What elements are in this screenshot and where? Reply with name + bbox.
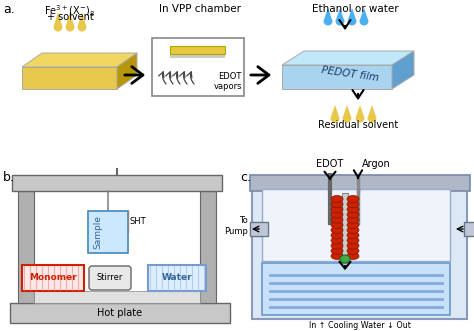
Ellipse shape	[331, 232, 343, 239]
Polygon shape	[22, 53, 137, 67]
Ellipse shape	[347, 211, 359, 218]
Ellipse shape	[331, 242, 343, 249]
Ellipse shape	[331, 247, 343, 254]
Polygon shape	[323, 8, 332, 25]
Ellipse shape	[347, 196, 359, 203]
Bar	[18, 191, 34, 303]
Text: In VPP chamber: In VPP chamber	[159, 4, 241, 14]
Text: Monomer: Monomer	[29, 273, 77, 282]
Text: Sample: Sample	[93, 215, 102, 249]
Ellipse shape	[331, 253, 343, 260]
Polygon shape	[282, 51, 414, 65]
Polygon shape	[343, 105, 352, 122]
Text: EDOT
vapors: EDOT vapors	[213, 72, 242, 91]
Bar	[170, 53, 225, 58]
Polygon shape	[359, 8, 368, 25]
Bar	[250, 175, 470, 191]
Bar	[88, 211, 128, 253]
Ellipse shape	[347, 206, 359, 213]
Bar	[262, 263, 450, 315]
Bar	[342, 193, 348, 261]
Bar	[262, 189, 450, 261]
FancyBboxPatch shape	[250, 222, 268, 236]
Polygon shape	[356, 105, 365, 122]
Ellipse shape	[347, 247, 359, 254]
Ellipse shape	[331, 196, 343, 203]
Bar	[200, 191, 216, 303]
Ellipse shape	[331, 206, 343, 213]
Polygon shape	[22, 67, 117, 89]
Text: To
Pump: To Pump	[224, 216, 248, 236]
Text: Fe$^{3+}$(X$^{-}$)$_3$: Fe$^{3+}$(X$^{-}$)$_3$	[45, 4, 95, 20]
Text: In ↑ Cooling Water ↓ Out: In ↑ Cooling Water ↓ Out	[309, 321, 411, 330]
Text: c.: c.	[240, 171, 251, 184]
Polygon shape	[65, 12, 74, 31]
Polygon shape	[347, 8, 356, 25]
Text: Hot plate: Hot plate	[98, 308, 143, 318]
Ellipse shape	[331, 237, 343, 244]
Text: Argon: Argon	[362, 159, 391, 169]
Text: a.: a.	[3, 3, 15, 16]
Ellipse shape	[347, 227, 359, 234]
Bar	[10, 303, 230, 323]
Bar	[22, 265, 84, 291]
Text: + solvent: + solvent	[46, 12, 93, 22]
Text: Water: Water	[162, 273, 192, 282]
Ellipse shape	[331, 216, 343, 223]
Polygon shape	[392, 51, 414, 89]
Ellipse shape	[331, 221, 343, 228]
Polygon shape	[367, 105, 376, 122]
Ellipse shape	[347, 232, 359, 239]
Polygon shape	[336, 8, 345, 25]
Bar	[148, 265, 206, 291]
Text: EDOT: EDOT	[316, 159, 344, 169]
Polygon shape	[117, 53, 137, 89]
Ellipse shape	[347, 242, 359, 249]
Bar	[12, 175, 222, 191]
Ellipse shape	[347, 216, 359, 223]
Bar	[152, 38, 244, 96]
Text: PEDOT film: PEDOT film	[320, 65, 379, 83]
Polygon shape	[282, 65, 392, 89]
Text: Residual solvent: Residual solvent	[318, 120, 398, 130]
Text: Stirrer: Stirrer	[97, 273, 123, 282]
Bar	[170, 46, 225, 54]
Bar	[252, 181, 467, 319]
Polygon shape	[54, 12, 63, 31]
Bar	[34, 291, 200, 303]
Ellipse shape	[331, 227, 343, 234]
Text: SHT: SHT	[130, 217, 146, 226]
Ellipse shape	[340, 255, 350, 263]
Text: Ethanol or water: Ethanol or water	[312, 4, 398, 14]
Ellipse shape	[347, 253, 359, 260]
FancyBboxPatch shape	[89, 266, 131, 290]
Ellipse shape	[347, 201, 359, 208]
Text: b.: b.	[3, 171, 15, 184]
Ellipse shape	[347, 237, 359, 244]
Polygon shape	[78, 12, 86, 31]
Ellipse shape	[331, 201, 343, 208]
Polygon shape	[330, 105, 339, 122]
Ellipse shape	[347, 221, 359, 228]
Ellipse shape	[331, 211, 343, 218]
FancyBboxPatch shape	[464, 222, 474, 236]
